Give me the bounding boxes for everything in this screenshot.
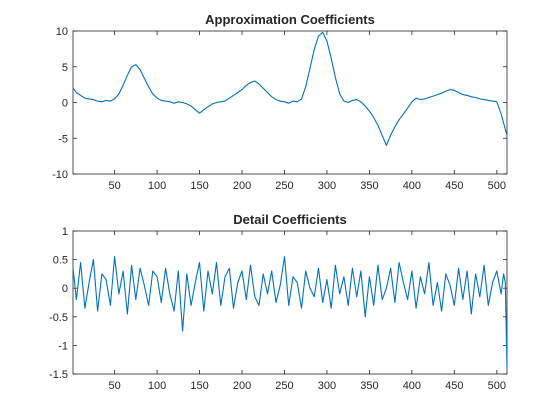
approximation-x-tick-label: 250: [275, 180, 293, 192]
approximation-y-tick-label: 0: [62, 98, 68, 110]
approximation-x-tick-label: 300: [318, 180, 336, 192]
detail-x-tick-label: 450: [445, 380, 463, 392]
detail-y-tick-label: 0.5: [53, 255, 68, 267]
approximation-x-tick-label: 50: [108, 180, 120, 192]
approximation-x-tick-label: 100: [148, 180, 166, 192]
approximation-x-tick-label: 150: [190, 180, 208, 192]
detail-x-tick-label: 200: [233, 380, 251, 392]
detail-x-tick-label: 250: [275, 380, 293, 392]
detail-y-tick-label: 0: [62, 283, 68, 295]
detail-y-tick-label: -1: [58, 340, 68, 352]
detail-x-tick-label: 500: [488, 380, 506, 392]
approximation-y-tick-label: -5: [58, 133, 68, 145]
detail-x-tick-label: 350: [360, 380, 378, 392]
detail-axes-box: [72, 230, 508, 375]
detail-x-tick-label: 50: [108, 380, 120, 392]
approximation-title: Approximation Coefficients: [205, 12, 375, 27]
approximation-x-tick-label: 350: [360, 180, 378, 192]
approximation-x-tick-label: 200: [233, 180, 251, 192]
detail-y-tick-label: 1: [62, 226, 68, 238]
detail-panel: Detail Coefficients 50 100 150 200 250 300 350…: [49, 212, 508, 392]
detail-x-tick-label: 100: [148, 380, 166, 392]
approximation-y-tick-label: -10: [52, 169, 68, 181]
approximation-x-tick-label: 450: [445, 180, 463, 192]
approximation-y-tick-label: 10: [56, 26, 68, 38]
approximation-x-tick-label: 400: [403, 180, 421, 192]
approximation-y-tick-label: 5: [62, 62, 68, 74]
approximation-x-tick-label: 500: [488, 180, 506, 192]
detail-plot-area: 50 100 150 200 250 300 350 400 450 500 1 0.5 0 -0.5 -1…: [49, 226, 508, 392]
approximation-series-line: [72, 31, 508, 146]
approximation-panel: Approximation Coefficients 50 100 150 200 25…: [52, 12, 508, 192]
detail-y-tick-label: -1.5: [49, 369, 68, 381]
detail-x-tick-label: 300: [318, 380, 336, 392]
detail-title: Detail Coefficients: [233, 212, 346, 227]
detail-x-tick-label: 150: [190, 380, 208, 392]
detail-series-line: [72, 256, 508, 369]
detail-y-tick-label: -0.5: [49, 312, 68, 324]
detail-x-tick-label: 400: [403, 380, 421, 392]
